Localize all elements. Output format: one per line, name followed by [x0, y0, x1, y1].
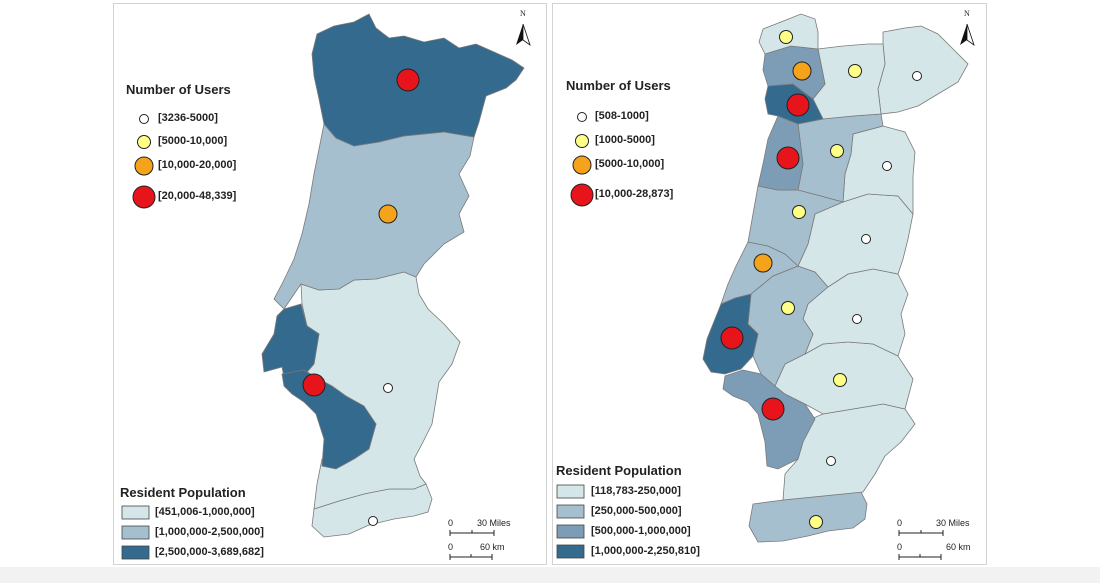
scale-km-zero: 0: [448, 542, 454, 552]
bottom-band: [0, 567, 1100, 583]
users-marker-portalegre[interactable]: [852, 314, 862, 324]
users-marker-norte[interactable]: [396, 68, 420, 92]
users-legend-swatch-4: [570, 183, 594, 207]
users-legend-title: Number of Users: [566, 78, 671, 93]
north-label: N: [964, 9, 970, 18]
users-marker-guarda[interactable]: [882, 161, 892, 171]
users-marker-viana[interactable]: [779, 30, 793, 44]
north-label: N: [520, 9, 526, 18]
users-legend-label-3: [10,000-20,000]: [158, 159, 237, 171]
scale-miles-label: 30 Miles: [477, 518, 511, 528]
users-legend-swatch-2: [137, 135, 151, 149]
users-legend-label-4: [10,000-28,873]: [595, 188, 674, 200]
users-marker-braganca[interactable]: [912, 71, 922, 81]
users-legend-label-1: [3236-5000]: [158, 112, 218, 124]
users-legend-swatch-4: [132, 185, 156, 209]
users-marker-lisboa[interactable]: [720, 326, 744, 350]
pop-legend-swatch-2: [556, 504, 585, 519]
pop-legend-label-1: [451,006-1,000,000]: [155, 506, 255, 518]
users-marker-porto[interactable]: [786, 93, 810, 117]
scale-km-label: 60 km: [946, 542, 971, 552]
users-legend-label-1: [508-1000]: [595, 110, 649, 122]
north-arrow-icon: [960, 23, 975, 47]
pop-legend-swatch-1: [556, 484, 585, 499]
pop-legend-label-3: [500,000-1,000,000]: [591, 525, 691, 537]
pop-legend-label-4: [1,000,000-2,250,810]: [591, 545, 700, 557]
population-legend-title: Resident Population: [120, 485, 246, 500]
pop-legend-label-2: [1,000,000-2,500,000]: [155, 526, 264, 538]
users-legend-swatch-3: [572, 155, 592, 175]
scale-bar-km: [449, 554, 493, 560]
pop-legend-swatch-3: [556, 524, 585, 539]
pop-legend-label-1: [118,783-250,000]: [591, 485, 681, 497]
district-braganca[interactable]: [877, 25, 969, 115]
users-marker-leiria[interactable]: [753, 253, 773, 273]
right-map-panel: N Number of Users [508-1000] [1000-5000]…: [552, 3, 987, 565]
users-marker-evora[interactable]: [833, 373, 847, 387]
users-legend-title: Number of Users: [126, 82, 231, 97]
users-marker-setubal[interactable]: [761, 397, 785, 421]
population-legend-title: Resident Population: [556, 463, 682, 478]
users-marker-aveiro[interactable]: [776, 146, 800, 170]
users-legend-label-4: [20,000-48,339]: [158, 190, 237, 202]
users-marker-vila-real[interactable]: [848, 64, 862, 78]
district-faro[interactable]: [748, 491, 868, 543]
pop-legend-swatch-1: [121, 505, 150, 520]
scale-bar-km: [898, 554, 942, 560]
users-marker-faro[interactable]: [809, 515, 823, 529]
users-legend-label-3: [5000-10,000]: [595, 158, 665, 170]
left-map-panel: N Number of Users [3236-5000] [5000-10,0…: [113, 3, 547, 565]
pop-legend-label-3: [2,500,000-3,689,682]: [155, 546, 264, 558]
users-legend-swatch-1: [139, 114, 149, 124]
scale-miles-zero: 0: [448, 518, 454, 528]
scale-km-zero: 0: [897, 542, 903, 552]
users-marker-santarem[interactable]: [781, 301, 795, 315]
pop-legend-swatch-4: [556, 544, 585, 559]
users-legend-swatch-2: [575, 134, 589, 148]
right-map-canvas: [556, 13, 975, 560]
users-legend-label-2: [1000-5000]: [595, 134, 655, 146]
users-marker-algarve[interactable]: [368, 516, 378, 526]
users-marker-alentejo[interactable]: [383, 383, 393, 393]
scale-bar-miles: [449, 530, 495, 536]
users-marker-lisboa[interactable]: [302, 373, 326, 397]
users-marker-braga[interactable]: [792, 61, 812, 81]
users-legend-label-2: [5000-10,000]: [158, 135, 228, 147]
scale-km-label: 60 km: [480, 542, 505, 552]
users-marker-viseu[interactable]: [830, 144, 844, 158]
scale-miles-zero: 0: [897, 518, 903, 528]
pop-legend-swatch-3: [121, 545, 150, 560]
users-legend-swatch-1: [577, 112, 587, 122]
north-arrow-icon: [516, 23, 531, 47]
users-marker-centro[interactable]: [378, 204, 398, 224]
users-legend-swatch-3: [134, 156, 154, 176]
pop-legend-swatch-2: [121, 525, 150, 540]
region-setubal[interactable]: [281, 369, 377, 470]
scale-miles-label: 30 Miles: [936, 518, 970, 528]
users-marker-beja[interactable]: [826, 456, 836, 466]
pop-legend-label-2: [250,000-500,000]: [591, 505, 682, 517]
users-marker-coimbra[interactable]: [792, 205, 806, 219]
left-map-canvas: [121, 13, 531, 560]
users-marker-castelo-branco[interactable]: [861, 234, 871, 244]
scale-bar-miles: [898, 530, 944, 536]
